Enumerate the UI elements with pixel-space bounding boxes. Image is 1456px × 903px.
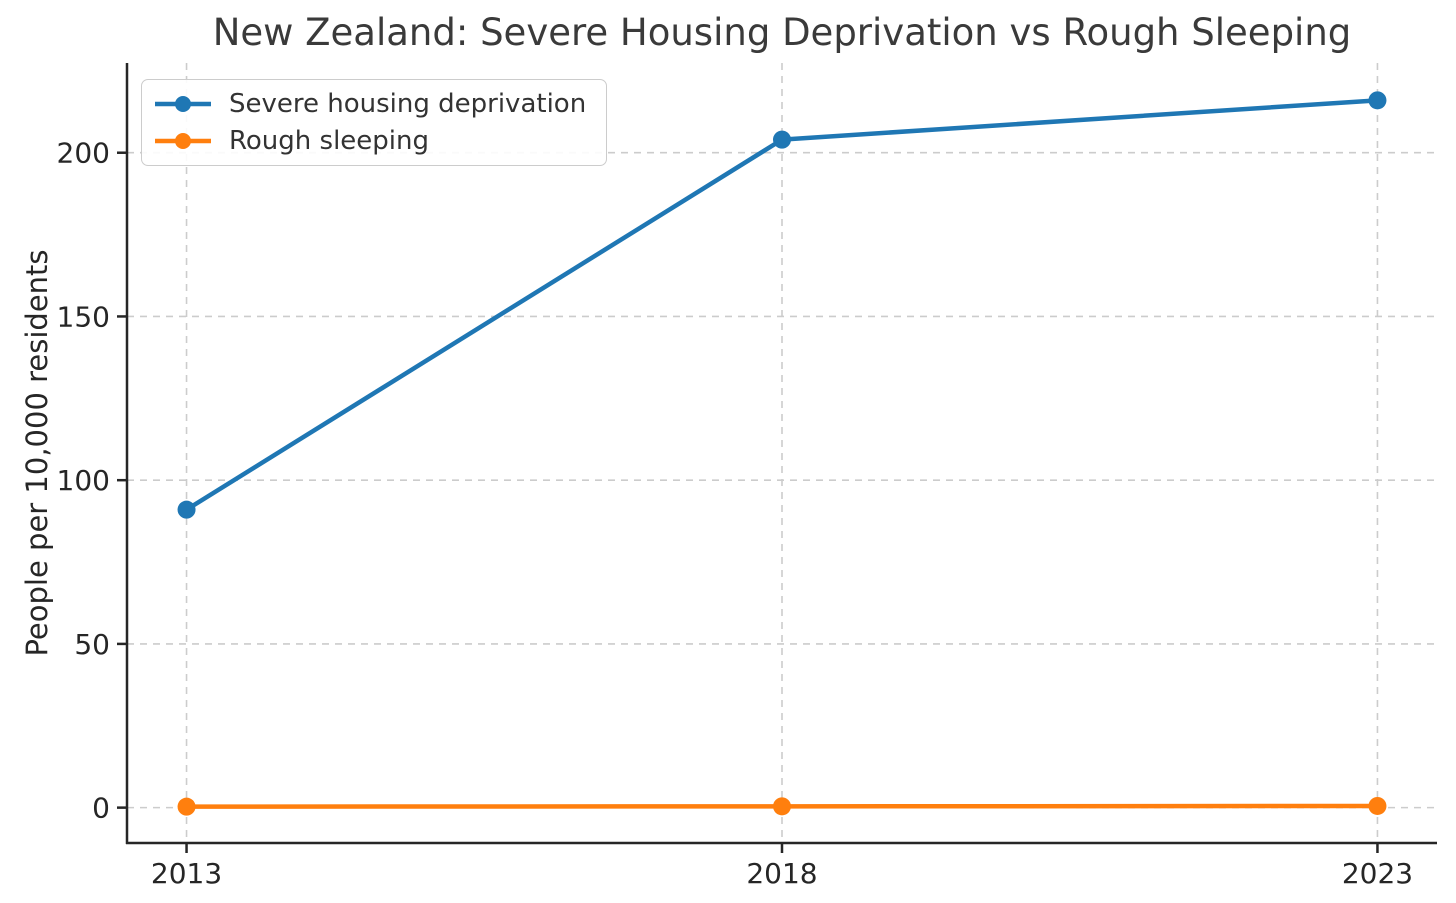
data-point-marker [177,500,196,519]
x-tick-label: 2018 [746,857,817,890]
x-tick-label: 2023 [1342,857,1413,890]
line-marker-icon [155,133,211,149]
line-marker-icon [155,96,211,112]
legend: Severe housing deprivation Rough sleepin… [141,79,608,166]
legend-item-rough-sleeping: Rough sleeping [154,126,586,156]
y-tick-label: 150 [57,300,110,333]
data-point-marker [773,130,791,149]
legend-item-severe-housing-deprivation: Severe housing deprivation [154,89,586,119]
y-tick-label: 0 [92,792,110,825]
legend-marker-dot [175,133,191,149]
data-point-marker [773,797,791,816]
chart-title: New Zealand: Severe Housing Deprivation … [212,11,1352,54]
legend-label: Severe housing deprivation [229,89,587,119]
y-tick-label: 200 [57,137,110,170]
data-point-marker [1368,91,1387,110]
data-point-marker [1368,796,1387,815]
y-tick-label: 50 [74,628,110,661]
legend-marker-dot [175,96,191,112]
legend-label: Rough sleeping [229,126,430,156]
data-point-marker [177,797,196,816]
x-tick-label: 2013 [151,857,222,890]
y-tick-label: 100 [57,464,110,497]
